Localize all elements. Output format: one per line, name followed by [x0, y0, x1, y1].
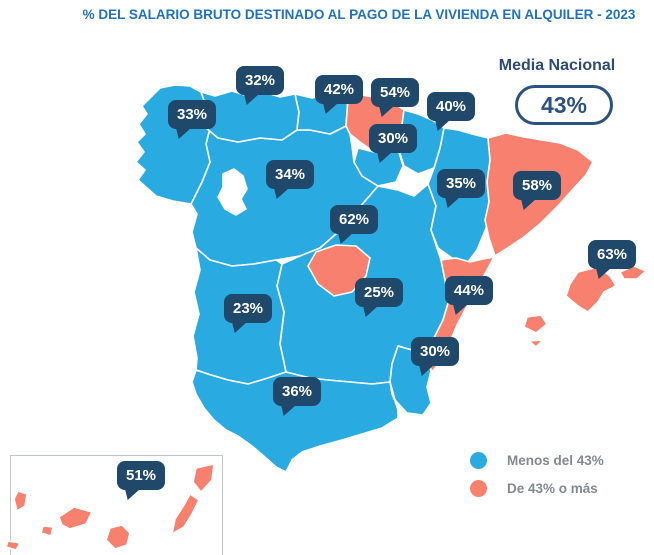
callout-tail — [274, 188, 289, 199]
callout-value: 36% — [281, 383, 313, 400]
callout-value: 35% — [445, 175, 477, 192]
callout-pais-vasco: 54% — [371, 78, 419, 117]
callout-value: 58% — [521, 177, 553, 194]
callout-tail — [521, 199, 536, 210]
callout-extremadura: 23% — [224, 294, 272, 333]
callout-andalucia: 36% — [273, 377, 321, 416]
island-el-hierro — [5, 540, 21, 551]
callout-tail — [379, 106, 394, 117]
region-andalucia — [191, 369, 399, 473]
callout-baleares: 63% — [588, 240, 636, 279]
callout-tail — [232, 322, 247, 333]
page-title: % DEL SALARIO BRUTO DESTINADO AL PAGO DE… — [82, 7, 636, 22]
callout-tail — [176, 128, 191, 139]
callout-madrid: 62% — [330, 205, 378, 244]
callout-value: 54% — [379, 84, 411, 101]
callout-value: 33% — [176, 106, 208, 123]
callout-cantabria: 42% — [315, 75, 363, 114]
legend-dot-above — [470, 480, 487, 497]
callout-value: 62% — [338, 211, 370, 228]
legend-label-below: Menos del 43% — [507, 453, 604, 468]
callout-value: 23% — [232, 300, 264, 317]
callout-value: 34% — [274, 166, 306, 183]
callout-tail — [419, 365, 434, 376]
callout-value: 30% — [377, 130, 409, 147]
callout-tail — [281, 405, 296, 416]
callout-tail — [435, 120, 450, 131]
island-tenerife — [58, 506, 93, 530]
island-mallorca — [565, 266, 617, 313]
callout-tail — [338, 233, 353, 244]
island-formentera — [528, 339, 544, 348]
region-canarias-group — [5, 463, 215, 551]
callout-value: 32% — [244, 72, 276, 89]
national-average-value: 43% — [540, 91, 588, 118]
callout-asturias: 32% — [236, 66, 284, 105]
callout-valenciana: 44% — [445, 276, 493, 315]
region-baleares-group — [523, 265, 647, 348]
callout-tail — [453, 304, 468, 315]
callout-tail — [377, 152, 392, 163]
legend-item-below: Menos del 43% — [470, 452, 604, 469]
callout-aragon: 35% — [437, 169, 485, 208]
callout-value: 40% — [435, 98, 467, 115]
island-ibiza — [523, 314, 548, 334]
callout-value: 51% — [125, 467, 157, 484]
island-fuerteventura — [171, 493, 200, 535]
callout-value: 42% — [323, 81, 355, 98]
callout-tail — [596, 268, 611, 279]
callout-tail — [323, 103, 338, 114]
national-average-pill: 43% — [515, 85, 613, 125]
callout-tail — [244, 94, 259, 105]
island-la-gomera — [40, 525, 54, 537]
island-la-palma — [13, 490, 28, 512]
island-gran-canaria — [105, 524, 131, 550]
callout-tail — [125, 489, 140, 500]
callout-value: 44% — [453, 282, 485, 299]
callout-value: 25% — [363, 284, 395, 301]
callout-canarias: 51% — [117, 461, 165, 500]
legend: Menos del 43% De 43% o más — [470, 452, 604, 508]
callout-cataluna: 58% — [513, 171, 561, 210]
legend-item-above: De 43% o más — [470, 480, 604, 497]
callout-castilla-la-mancha: 25% — [355, 278, 403, 317]
callout-la-rioja: 30% — [369, 124, 417, 163]
callout-navarra: 40% — [427, 92, 475, 131]
legend-label-above: De 43% o más — [507, 481, 598, 496]
callout-castilla-y-leon: 34% — [266, 160, 314, 199]
island-lanzarote — [192, 463, 215, 493]
callout-murcia: 30% — [411, 337, 459, 376]
national-average-label: Media Nacional — [498, 57, 616, 74]
callout-tail — [445, 197, 460, 208]
callout-value: 63% — [596, 246, 628, 263]
callout-value: 30% — [419, 343, 451, 360]
callout-tail — [363, 306, 378, 317]
legend-dot-below — [470, 452, 487, 469]
callout-galicia: 33% — [168, 100, 216, 139]
unlabeled-white-area — [217, 168, 248, 216]
